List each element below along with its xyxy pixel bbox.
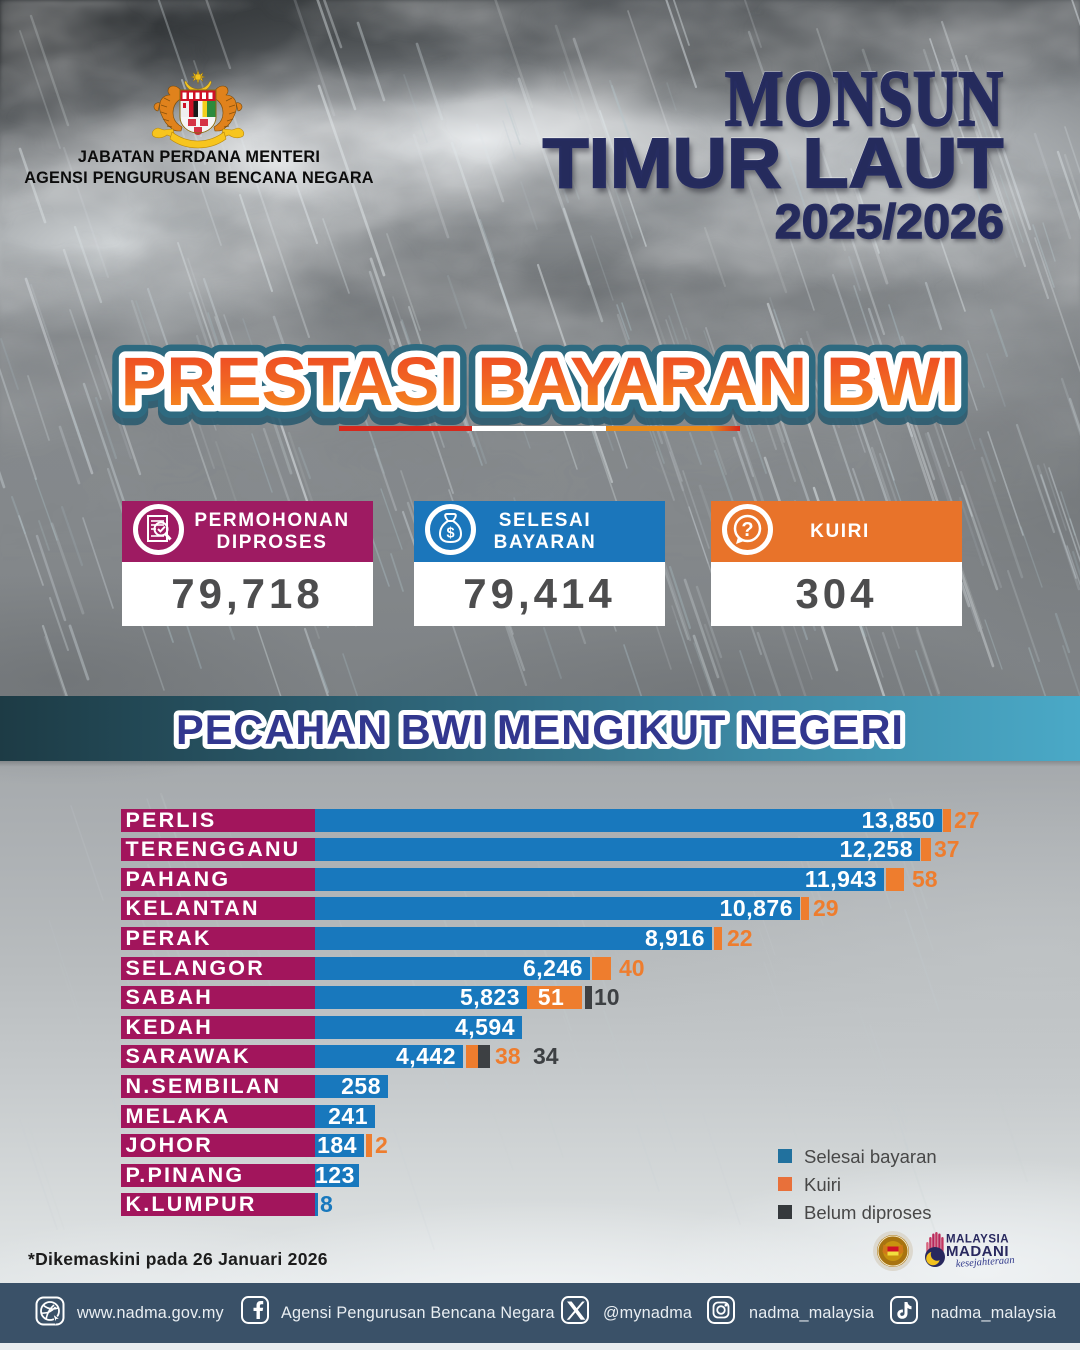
svg-text:PECAHAN BWI MENGIKUT NEGERI: PECAHAN BWI MENGIKUT NEGERI — [176, 706, 904, 753]
svg-text:MALAYSIA: MALAYSIA — [946, 1234, 1009, 1246]
svg-text:?: ? — [741, 519, 753, 541]
svg-text:PRESTASI BAYARAN BWI: PRESTASI BAYARAN BWI — [121, 343, 960, 420]
svg-text:PRESTASI BAYARAN BWI: PRESTASI BAYARAN BWI — [121, 343, 960, 420]
svg-text:$: $ — [446, 526, 454, 542]
svg-text:PECAHAN BWI MENGIKUT NEGERI: PECAHAN BWI MENGIKUT NEGERI — [176, 706, 904, 753]
svg-text:kesejahteraan: kesejahteraan — [955, 1255, 1015, 1270]
svg-text:PRESTASI BAYARAN BWI: PRESTASI BAYARAN BWI — [121, 343, 960, 420]
svg-text:MADANI: MADANI — [946, 1243, 1009, 1260]
svg-text:PRESTASI BAYARAN BWI: PRESTASI BAYARAN BWI — [121, 350, 960, 427]
